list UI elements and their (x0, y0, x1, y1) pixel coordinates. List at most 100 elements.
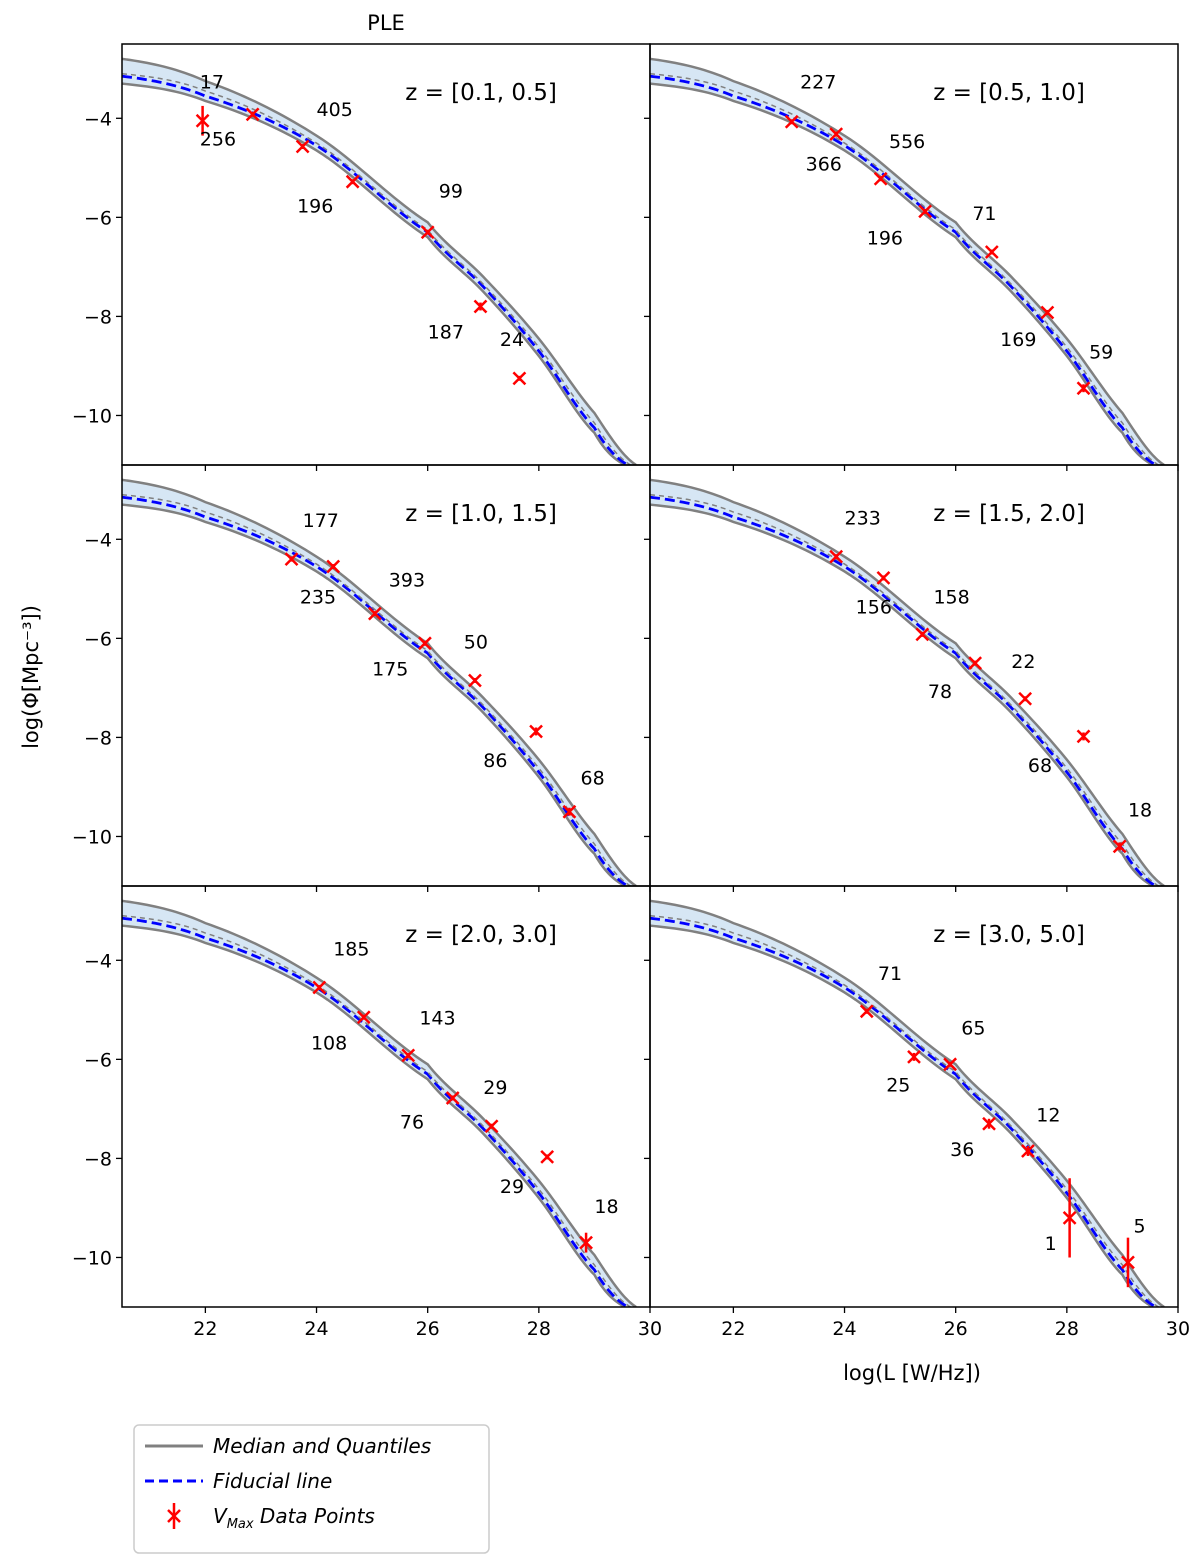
quantile-band (122, 900, 637, 1307)
count-label: 196 (867, 228, 903, 250)
data-point (829, 127, 844, 142)
x-marker (1121, 1255, 1135, 1270)
median-line (650, 72, 1159, 465)
count-label: 59 (1089, 342, 1113, 364)
data-point (326, 559, 341, 574)
x-marker (1076, 729, 1091, 744)
x-tick-label: 24 (304, 1318, 328, 1340)
data-point (418, 636, 432, 651)
count-label: 143 (419, 1008, 455, 1030)
x-marker (562, 804, 577, 819)
x-marker (195, 113, 210, 128)
count-label: 256 (200, 129, 236, 151)
panel-frame (649, 885, 1179, 1308)
data-point (579, 1232, 593, 1253)
z-range-label: z = [0.1, 0.5] (405, 80, 557, 106)
data-point (512, 371, 527, 386)
lower-quantile-line (122, 503, 626, 886)
data-point (968, 656, 983, 671)
count-label: 12 (1036, 1104, 1060, 1126)
x-marker (907, 1049, 921, 1064)
x-tick-label: 22 (721, 1318, 745, 1340)
upper-quantile-line (122, 899, 637, 1307)
x-marker (418, 636, 432, 651)
panel-5: 185 108 143 76 29 29 18 z = [2.0, 3.0] −4 −6 −8 −10… (72, 885, 662, 1340)
panel-plot-area (650, 478, 1165, 886)
y-axis-label: log(Φ[Mpc⁻³]) (19, 605, 43, 749)
data-point (284, 552, 299, 566)
count-label: 405 (317, 99, 353, 121)
lower-quantile-line (122, 924, 626, 1307)
fiducial-line (122, 495, 629, 886)
data-point (1040, 305, 1055, 320)
x-marker (1018, 691, 1033, 706)
count-label: 235 (300, 587, 336, 609)
x-marker (943, 1057, 958, 1072)
x-marker (876, 571, 891, 585)
x-tick-label: 22 (193, 1318, 217, 1340)
x-marker (784, 114, 799, 129)
count-label: 29 (500, 1176, 524, 1198)
count-label: 1 (1045, 1233, 1057, 1255)
data-point (1076, 729, 1091, 744)
data-point (829, 549, 844, 564)
x-marker (512, 371, 527, 386)
count-label: 76 (400, 1112, 424, 1134)
y-tick-label: −6 (84, 207, 112, 229)
quantile-band (122, 58, 637, 465)
count-label: 187 (428, 322, 464, 344)
legend-data-label: VMax Data Points (213, 1504, 375, 1532)
count-label: 71 (878, 963, 902, 985)
count-label: 5 (1134, 1216, 1146, 1238)
x-marker (295, 139, 310, 154)
panel-2: 227 366 556 196 71 169 59 z = [0.5, 1.0] (644, 43, 1179, 471)
data-point (540, 1150, 555, 1164)
y-tick-label: −4 (84, 950, 112, 972)
data-point (420, 225, 435, 240)
y-tick-label: −6 (84, 628, 112, 650)
data-point (1076, 381, 1091, 396)
count-label: 68 (1028, 755, 1052, 777)
count-label: 65 (961, 1018, 985, 1040)
upper-quantile-line (122, 57, 637, 465)
lower-quantile-line (650, 503, 1154, 886)
panel-plot-area (650, 57, 1165, 465)
count-label: 227 (800, 72, 836, 94)
data-point (529, 724, 543, 739)
x-marker (1021, 1144, 1035, 1158)
legend-fiducial-label: Fiducial line (213, 1469, 332, 1493)
x-axis-label: log(L [W/Hz]) (843, 1361, 981, 1385)
x-marker (984, 245, 999, 259)
data-point (195, 105, 210, 136)
data-point (312, 980, 327, 995)
count-label: 24 (500, 329, 524, 351)
x-tick-label: 30 (1166, 1318, 1190, 1340)
x-marker (829, 127, 844, 142)
x-marker (529, 724, 543, 739)
z-range-label: z = [1.0, 1.5] (405, 501, 557, 527)
data-point (445, 1091, 460, 1105)
x-marker (873, 171, 888, 186)
median-line (122, 72, 631, 465)
y-tick-label: −4 (84, 529, 112, 551)
data-point (984, 245, 999, 259)
data-point (1018, 691, 1033, 706)
data-point (918, 204, 932, 219)
panel-plot-area (122, 899, 637, 1307)
y-tick-label: −4 (84, 108, 112, 130)
x-marker (473, 299, 488, 314)
count-label: 36 (950, 1139, 974, 1161)
x-marker (420, 225, 435, 240)
panel-4: 233 156 158 78 22 68 18 z = [1.5, 2.0] (644, 464, 1179, 892)
data-point (915, 627, 930, 642)
median-line (122, 914, 631, 1307)
x-marker (918, 204, 932, 219)
median-line (650, 914, 1159, 1307)
quantile-band (650, 479, 1165, 886)
count-label: 29 (483, 1077, 507, 1099)
y-tick-label: −10 (72, 405, 112, 427)
median-line (650, 493, 1159, 886)
x-marker (1112, 839, 1127, 854)
z-range-label: z = [1.5, 2.0] (933, 501, 1085, 527)
x-marker (829, 549, 844, 564)
